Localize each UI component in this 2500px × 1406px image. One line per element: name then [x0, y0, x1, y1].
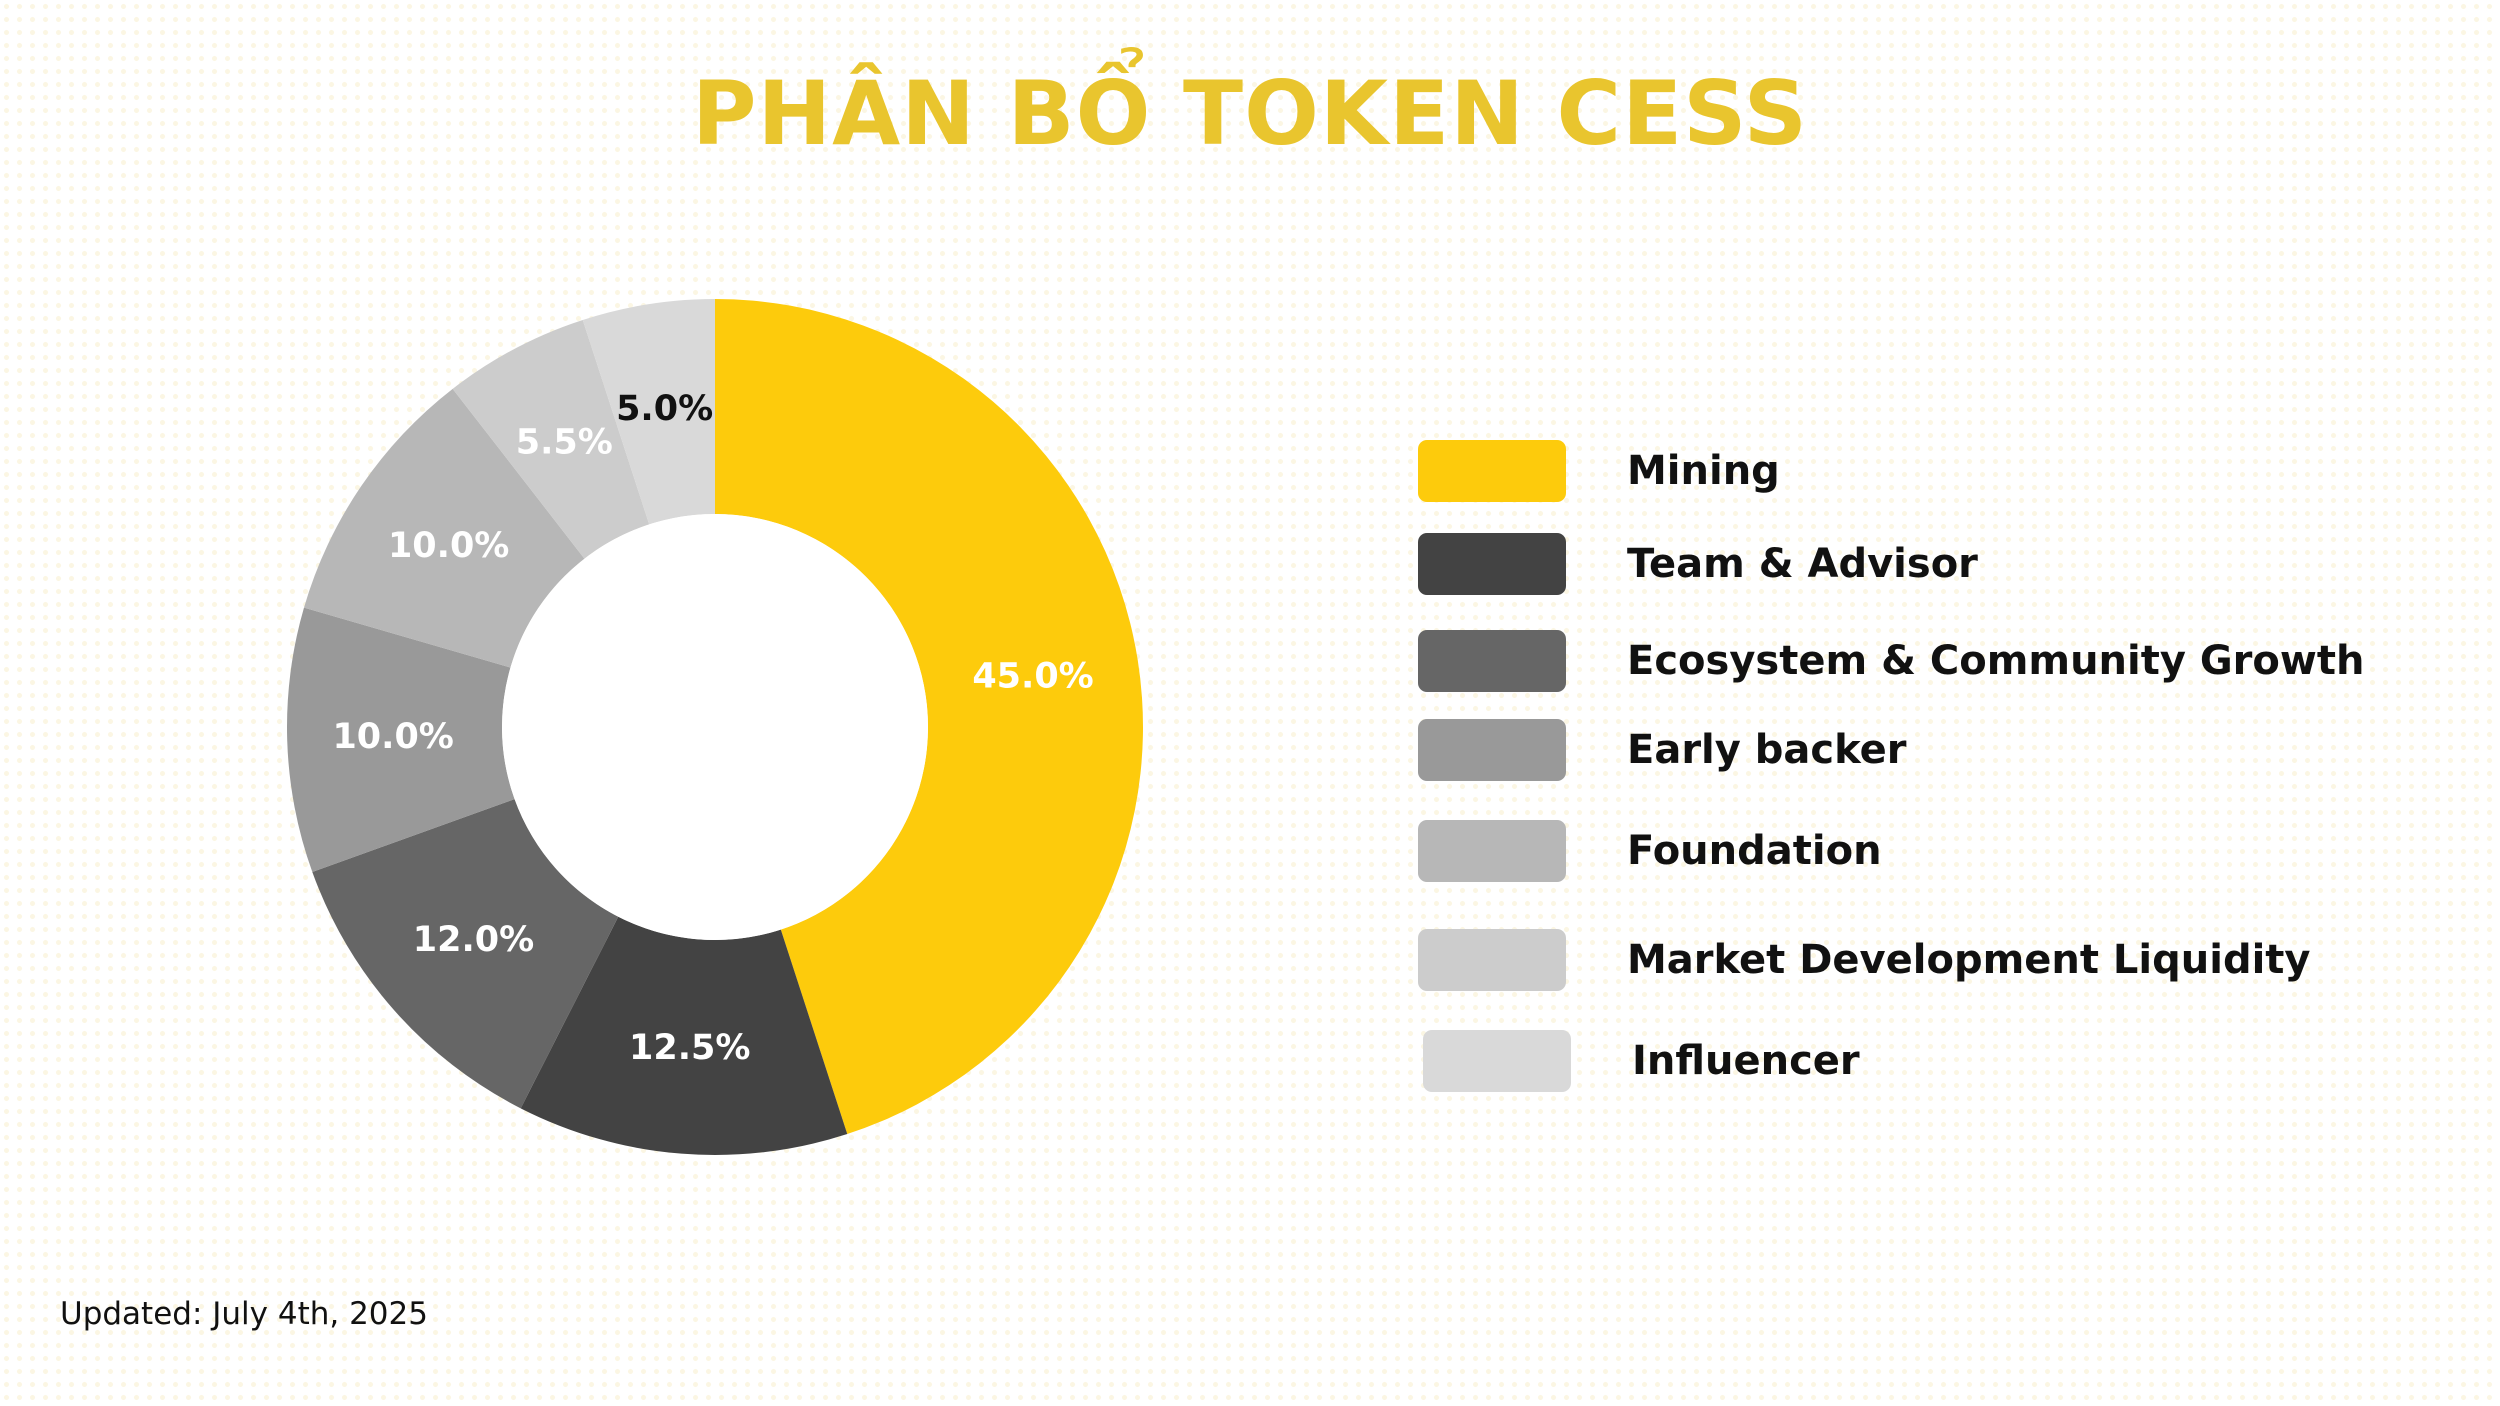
slice-label-mining: 45.0% [972, 657, 1093, 697]
slice-label-early-backer: 10.0% [332, 717, 453, 757]
legend-label-market-development: Market Development Liquidity [1627, 937, 2311, 983]
legend-item-foundation: Foundation [1418, 820, 2478, 884]
donut-slice-early-backer [286, 607, 515, 872]
legend-swatch-early-backer [1418, 719, 1566, 781]
legend-swatch-foundation [1418, 820, 1566, 882]
donut-slice-team-advisor [520, 916, 848, 1155]
donut-slice-market-development-liquidity [452, 319, 650, 559]
donut-slice-influencer [582, 299, 715, 525]
legend-swatch-team-advisor [1418, 533, 1566, 595]
legend-item-market-development: Market Development Liquidity [1418, 929, 2478, 993]
slice-label-team-advisor: 12.5% [629, 1028, 750, 1068]
legend-item-influencer: Influencer [1423, 1030, 2483, 1094]
legend-label-mining: Mining [1627, 448, 1780, 494]
slice-label-foundation: 10.0% [388, 526, 509, 566]
updated-footnote: Updated: July 4th, 2025 [60, 1296, 428, 1332]
legend-label-team-advisor: Team & Advisor [1627, 541, 1978, 587]
chart-title: PHÂN BỔ TOKEN CESS [692, 62, 1808, 165]
donut-chart: 45.0% 12.5% 12.0% 10.0% 10.0% 5.5%5.0% [286, 299, 1143, 1155]
legend-item-mining: Mining [1418, 440, 2478, 504]
donut-slice-mining [715, 299, 1143, 1135]
legend-swatch-market-development [1418, 929, 1566, 991]
donut-slice-ecosystem-community-growth [312, 799, 619, 1109]
legend-swatch-influencer [1423, 1030, 1571, 1092]
legend-label-ecosystem: Ecosystem & Community Growth [1627, 638, 2365, 684]
legend-label-early-backer: Early backer [1627, 727, 1907, 773]
slice-label-market-development-liquidity: 5.5% [516, 422, 613, 462]
donut-slice-foundation [303, 388, 585, 668]
donut-hole [502, 514, 928, 940]
legend-item-early-backer: Early backer [1418, 719, 2478, 783]
slice-label-ecosystem-community-growth: 12.0% [413, 920, 534, 960]
legend-swatch-mining [1418, 440, 1566, 502]
legend-item-team-advisor: Team & Advisor [1418, 533, 2478, 597]
legend-item-ecosystem: Ecosystem & Community Growth [1418, 630, 2478, 694]
legend-label-influencer: Influencer [1632, 1038, 1860, 1084]
legend-label-foundation: Foundation [1627, 828, 1882, 874]
slice-label-influencer: 5.0% [616, 389, 713, 429]
legend-swatch-ecosystem [1418, 630, 1566, 692]
